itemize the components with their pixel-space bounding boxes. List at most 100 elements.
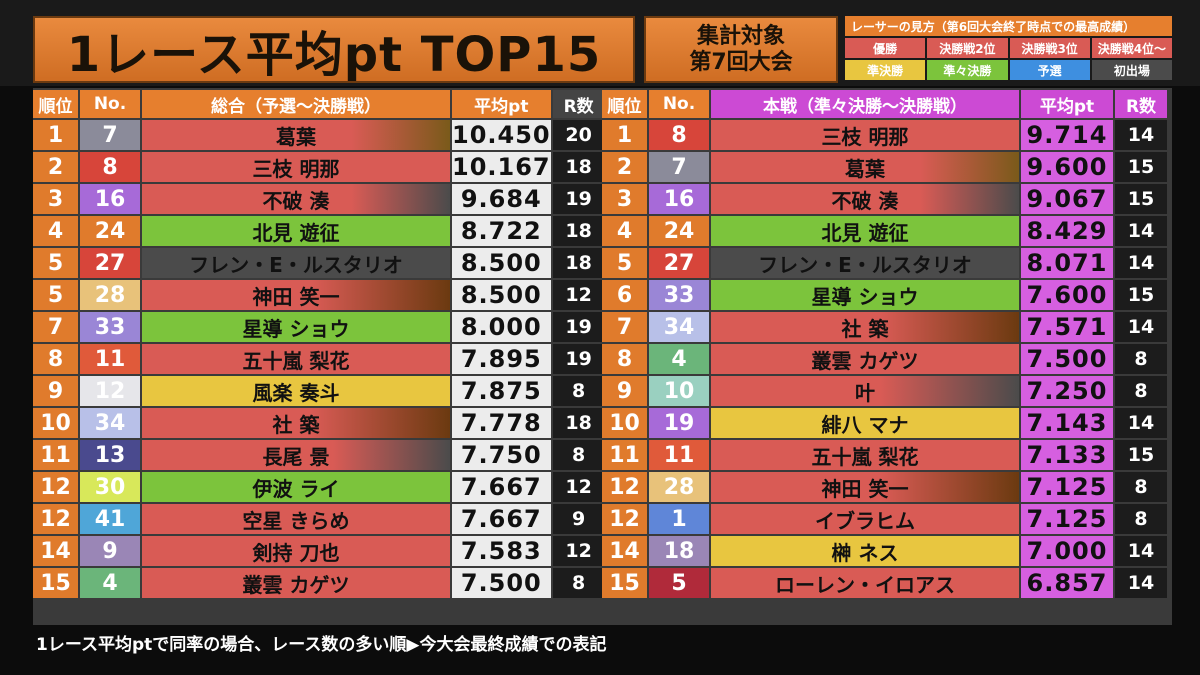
table-row: 12 1 イブラヒム 7.125 8 bbox=[602, 504, 1167, 534]
average-points-cell: 7.143 bbox=[1021, 408, 1113, 438]
racer-name-cell: イブラヒム bbox=[711, 504, 1019, 534]
rank-cell: 15 bbox=[33, 568, 78, 598]
race-count-cell: 18 bbox=[552, 248, 605, 278]
race-count-cell: 15 bbox=[1115, 280, 1167, 310]
table-row: 4 24 北見 遊征 8.429 14 bbox=[602, 216, 1167, 246]
racer-name-cell: 五十嵐 梨花 bbox=[142, 344, 450, 374]
average-points-cell: 7.125 bbox=[1021, 472, 1113, 502]
header-rank: 順位 bbox=[602, 90, 647, 118]
rank-cell: 10 bbox=[33, 408, 78, 438]
racer-number-cell: 34 bbox=[80, 408, 140, 438]
racer-name-cell: 風楽 奏斗 bbox=[142, 376, 450, 406]
race-count-cell: 12 bbox=[552, 536, 605, 566]
average-points-cell: 7.500 bbox=[1021, 344, 1113, 374]
rank-cell: 15 bbox=[602, 568, 647, 598]
legend-item: 準々決勝 bbox=[927, 60, 1008, 80]
rank-cell: 11 bbox=[33, 440, 78, 470]
table-row: 12 30 伊波 ライ 7.667 12 bbox=[33, 472, 605, 502]
header-row: 順位 No. 総合（予選〜決勝戦） 平均pt R数 bbox=[33, 90, 605, 118]
racer-name-cell: 社 築 bbox=[142, 408, 450, 438]
header-avg: 平均pt bbox=[1021, 90, 1113, 118]
table-row: 7 34 社 築 7.571 14 bbox=[602, 312, 1167, 342]
average-points-cell: 8.071 bbox=[1021, 248, 1113, 278]
legend: レーサーの見方（第6回大会終了時点での最高成績） 優勝 決勝戦2位 決勝戦3位 決勝戦… bbox=[845, 16, 1172, 83]
racer-number-cell: 41 bbox=[80, 504, 140, 534]
average-points-cell: 7.600 bbox=[1021, 280, 1113, 310]
header-name: 本戦（準々決勝〜決勝戦） bbox=[711, 90, 1019, 118]
legend-item: 決勝戦3位 bbox=[1009, 38, 1090, 58]
race-count-cell: 18 bbox=[552, 152, 605, 182]
table-row: 11 13 長尾 景 7.750 8 bbox=[33, 440, 605, 470]
table-row: 3 16 不破 湊 9.684 19 bbox=[33, 184, 605, 214]
footer-note: 1レース平均ptで同率の場合、レース数の多い順▶今大会最終成績での表記 bbox=[36, 634, 607, 655]
race-count-cell: 12 bbox=[552, 472, 605, 502]
race-count-cell: 20 bbox=[552, 120, 605, 150]
average-points-cell: 7.778 bbox=[452, 408, 551, 438]
racer-number-cell: 11 bbox=[649, 440, 709, 470]
racer-number-cell: 30 bbox=[80, 472, 140, 502]
legend-item: 決勝戦4位〜 bbox=[1091, 38, 1172, 58]
rank-cell: 6 bbox=[602, 280, 647, 310]
table-row: 9 12 風楽 奏斗 7.875 8 bbox=[33, 376, 605, 406]
race-count-cell: 14 bbox=[1115, 536, 1167, 566]
rank-cell: 11 bbox=[602, 440, 647, 470]
race-count-cell: 14 bbox=[1115, 408, 1167, 438]
rank-cell: 3 bbox=[602, 184, 647, 214]
rank-cell: 4 bbox=[33, 216, 78, 246]
race-count-cell: 8 bbox=[1115, 376, 1167, 406]
rank-cell: 12 bbox=[33, 472, 78, 502]
header-avg: 平均pt bbox=[452, 90, 551, 118]
racer-number-cell: 13 bbox=[80, 440, 140, 470]
race-count-cell: 8 bbox=[1115, 344, 1167, 374]
racer-number-cell: 28 bbox=[80, 280, 140, 310]
table-row: 14 9 剣持 刀也 7.583 12 bbox=[33, 536, 605, 566]
rank-cell: 3 bbox=[33, 184, 78, 214]
racer-name-cell: 榊 ネス bbox=[711, 536, 1019, 566]
table-row: 9 10 叶 7.250 8 bbox=[602, 376, 1167, 406]
racer-name-cell: 空星 きらめ bbox=[142, 504, 450, 534]
table-row: 8 11 五十嵐 梨花 7.895 19 bbox=[33, 344, 605, 374]
average-points-cell: 6.857 bbox=[1021, 568, 1113, 598]
rank-cell: 7 bbox=[33, 312, 78, 342]
racer-number-cell: 5 bbox=[649, 568, 709, 598]
race-count-cell: 18 bbox=[552, 216, 605, 246]
table-row: 12 41 空星 きらめ 7.667 9 bbox=[33, 504, 605, 534]
table-row: 12 28 神田 笑一 7.125 8 bbox=[602, 472, 1167, 502]
average-points-cell: 7.895 bbox=[452, 344, 551, 374]
table-row: 1 7 葛葉 10.450 20 bbox=[33, 120, 605, 150]
racer-name-cell: 葛葉 bbox=[142, 120, 450, 150]
race-count-cell: 14 bbox=[1115, 568, 1167, 598]
average-points-cell: 8.000 bbox=[452, 312, 551, 342]
table-row: 3 16 不破 湊 9.067 15 bbox=[602, 184, 1167, 214]
racer-number-cell: 16 bbox=[80, 184, 140, 214]
target-line-2: 第7回大会 bbox=[689, 49, 793, 75]
target-line-1: 集計対象 bbox=[696, 23, 785, 49]
average-points-cell: 8.722 bbox=[452, 216, 551, 246]
table-row: 15 4 叢雲 カゲツ 7.500 8 bbox=[33, 568, 605, 598]
racer-name-cell: 不破 湊 bbox=[142, 184, 450, 214]
table-row: 7 33 星導 ショウ 8.000 19 bbox=[33, 312, 605, 342]
racer-number-cell: 4 bbox=[649, 344, 709, 374]
racer-name-cell: 三枝 明那 bbox=[711, 120, 1019, 150]
average-points-cell: 7.667 bbox=[452, 472, 551, 502]
racer-name-cell: フレン・E・ルスタリオ bbox=[142, 248, 450, 278]
racer-name-cell: ローレン・イロアス bbox=[711, 568, 1019, 598]
racer-name-cell: 三枝 明那 bbox=[142, 152, 450, 182]
legend-title: レーサーの見方（第6回大会終了時点での最高成績） bbox=[845, 16, 1172, 36]
racer-number-cell: 12 bbox=[80, 376, 140, 406]
average-points-cell: 8.500 bbox=[452, 248, 551, 278]
average-points-cell: 7.500 bbox=[452, 568, 551, 598]
average-points-cell: 7.667 bbox=[452, 504, 551, 534]
overall-ranking-table: 順位 No. 総合（予選〜決勝戦） 平均pt R数 1 7 葛葉 10.450 20 2 8… bbox=[31, 88, 607, 600]
average-points-cell: 7.750 bbox=[452, 440, 551, 470]
racer-number-cell: 8 bbox=[649, 120, 709, 150]
race-count-cell: 8 bbox=[552, 568, 605, 598]
racer-number-cell: 18 bbox=[649, 536, 709, 566]
rank-cell: 5 bbox=[602, 248, 647, 278]
table-row: 8 4 叢雲 カゲツ 7.500 8 bbox=[602, 344, 1167, 374]
racer-name-cell: 社 築 bbox=[711, 312, 1019, 342]
racer-number-cell: 28 bbox=[649, 472, 709, 502]
table-row: 10 19 緋八 マナ 7.143 14 bbox=[602, 408, 1167, 438]
race-count-cell: 9 bbox=[552, 504, 605, 534]
race-count-cell: 19 bbox=[552, 344, 605, 374]
